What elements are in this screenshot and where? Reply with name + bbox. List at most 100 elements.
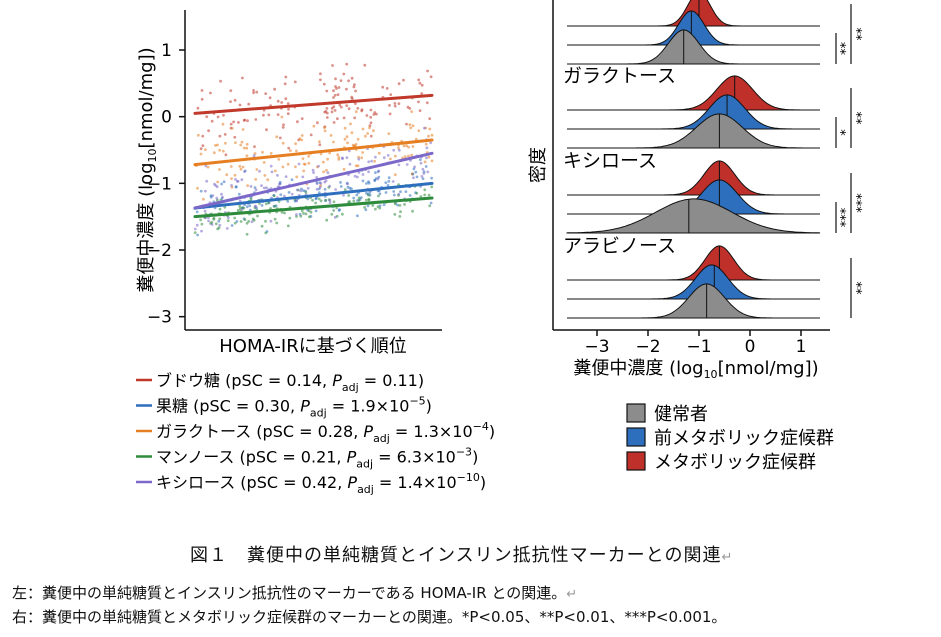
scatter-point: [410, 153, 414, 157]
scatter-point: [345, 104, 349, 107]
scatter-point: [226, 219, 230, 223]
scatter-point: [373, 111, 377, 114]
scatter-point: [218, 207, 222, 211]
legend-p-sub: adj: [356, 458, 373, 471]
scatter-point: [345, 135, 349, 139]
scatter-point: [387, 132, 391, 136]
scatter-point: [392, 193, 396, 197]
scatter-point: [311, 168, 315, 172]
sig-label-inner: ***: [839, 207, 854, 227]
scatter-point: [233, 173, 237, 177]
scatter-point: [236, 208, 240, 212]
scatter-point: [393, 202, 397, 206]
scatter-point: [267, 113, 271, 117]
scatter-point: [253, 152, 257, 155]
scatter-point: [393, 102, 397, 105]
scatter-point: [336, 93, 340, 96]
scatter-point: [245, 146, 249, 150]
scatter-point: [411, 145, 415, 148]
scatter-point: [201, 134, 205, 138]
scatter-point: [357, 157, 361, 161]
scatter-point: [246, 184, 250, 188]
scatter-point: [323, 187, 327, 191]
scatter-point: [262, 186, 266, 190]
scatter-point: [222, 113, 225, 117]
scatter-point: [333, 109, 337, 112]
scatter-point: [389, 93, 393, 96]
scatter-point: [392, 148, 396, 152]
x-tick-label: −3: [584, 337, 609, 357]
scatter-point: [348, 186, 352, 190]
scatter-point: [369, 134, 373, 138]
scatter-point: [308, 215, 311, 219]
scatter-point: [256, 214, 259, 218]
scatter-point: [260, 224, 264, 228]
scatter-point: [284, 97, 288, 101]
scatter-point: [253, 186, 257, 190]
scatter-point: [335, 206, 339, 210]
scatter-point: [365, 114, 369, 117]
sig-label-outer: ***: [855, 193, 870, 213]
scatter-point: [295, 215, 298, 218]
scatter-point: [343, 188, 347, 192]
scatter-point: [414, 170, 418, 174]
legend-box: [626, 451, 646, 471]
scatter-point: [273, 217, 277, 221]
scatter-point: [290, 178, 294, 182]
scatter-point: [218, 217, 222, 221]
scatter-point: [287, 146, 291, 150]
scatter-point: [216, 143, 219, 147]
scatter-point: [247, 220, 251, 223]
legend-stat: (pSC = 0.21,: [240, 448, 347, 467]
scatter-point: [220, 192, 223, 196]
scatter-point: [415, 175, 419, 179]
scatter-point: [195, 210, 199, 214]
scatter-point: [293, 80, 297, 84]
scatter-point: [429, 141, 433, 145]
return-mark: ↵: [566, 587, 578, 602]
scatter-point: [233, 221, 237, 225]
scatter-point: [393, 104, 397, 108]
scatter-point: [325, 218, 329, 222]
scatter-point: [426, 69, 429, 73]
scatter-point: [315, 187, 319, 191]
x-tick-label: 1: [796, 337, 807, 357]
scatter-point: [417, 100, 420, 104]
scatter-point: [409, 126, 413, 130]
scatter-point: [373, 159, 376, 163]
scatter-point: [331, 64, 334, 67]
scatter-point: [349, 122, 352, 126]
scatter-point: [199, 152, 203, 156]
scatter-point: [421, 177, 425, 181]
scatter-point: [332, 200, 336, 204]
scatter-point: [226, 216, 230, 220]
scatter-point: [199, 218, 203, 222]
scatter-point: [277, 158, 281, 161]
scatter-point: [386, 154, 390, 157]
scatter-point: [352, 196, 356, 200]
legend-name: ブドウ糖: [156, 371, 225, 390]
scatter-point: [367, 181, 371, 185]
scatter-ylabel-main: 糞便中濃度 (log: [136, 162, 157, 292]
scatter-point: [309, 210, 313, 214]
scatter-point: [360, 156, 364, 160]
legend-pval: = 1.3×10: [390, 422, 473, 441]
scatter-point: [210, 119, 214, 123]
scatter-point: [332, 140, 335, 144]
scatter-point: [217, 219, 221, 223]
scatter-point: [230, 224, 234, 227]
scatter-point: [233, 216, 237, 220]
scatter-point: [352, 85, 356, 89]
scatter-point: [326, 171, 330, 175]
scatter-point: [266, 178, 270, 182]
scatter-point: [240, 208, 244, 211]
scatter-point: [322, 170, 325, 174]
scatter-point: [356, 137, 360, 141]
y-ticks: 10−1−2−3: [147, 41, 185, 328]
scatter-point: [300, 134, 304, 137]
ridgeline-panel: 果糖ガラクトースキシロースアラビノース −3 −2 −1 0 1 密度 糞便中濃度 (l…: [528, 0, 870, 473]
scatter-point: [295, 213, 298, 216]
fit-line: [193, 151, 434, 210]
legend-p-sub: adj: [342, 381, 359, 394]
scatter-point: [215, 196, 219, 200]
